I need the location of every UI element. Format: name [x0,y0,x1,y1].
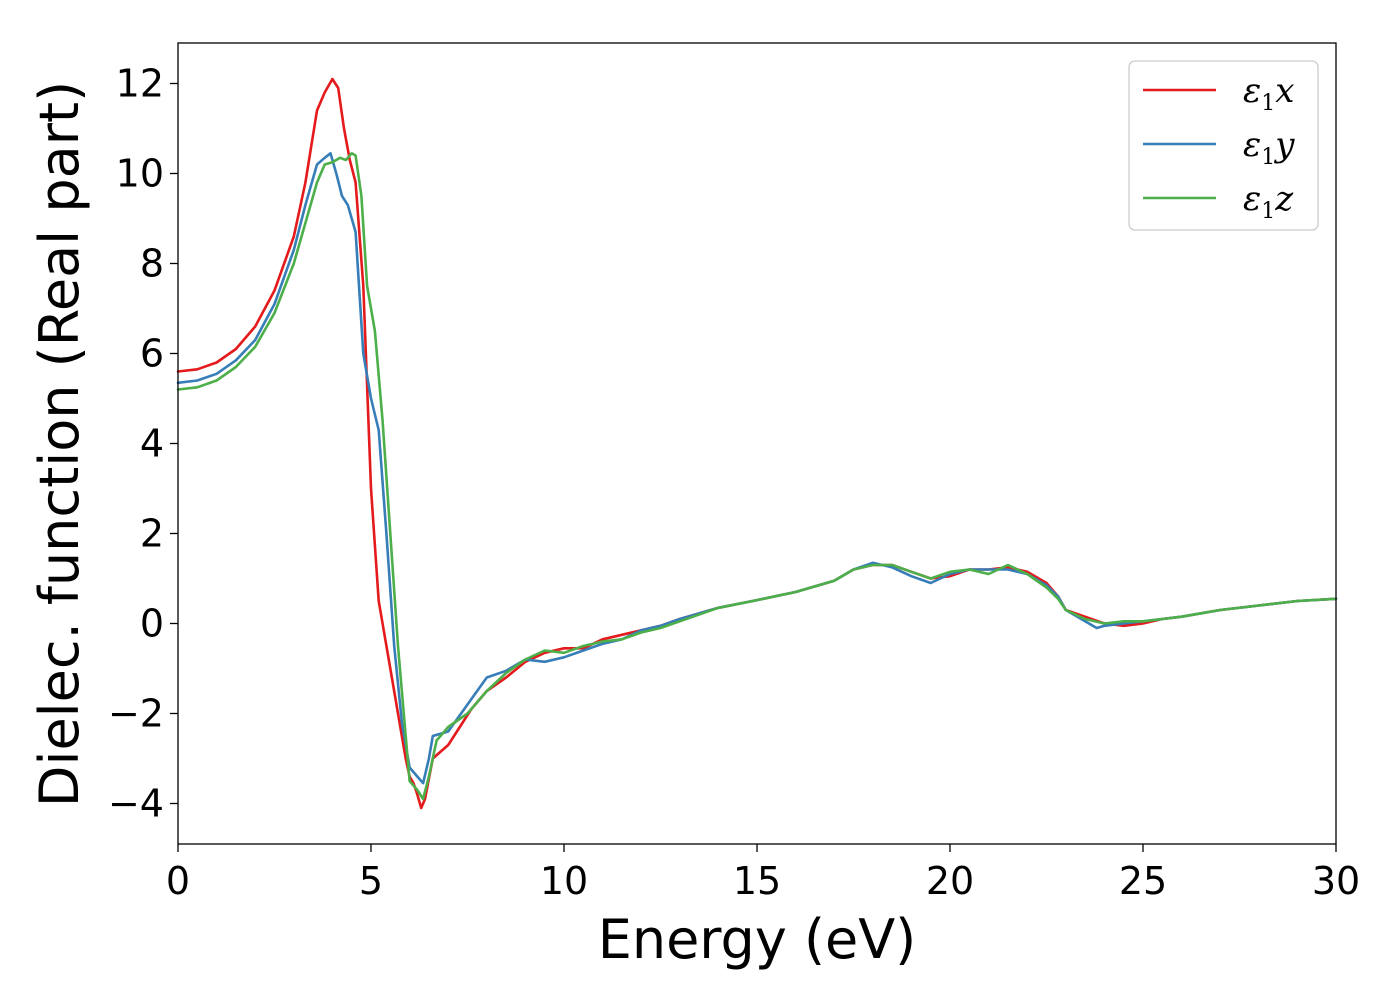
y-tick-label: −4 [108,782,164,826]
y-tick-label: 2 [140,512,164,556]
y-axis-title: Dielec. function (Real part) [28,81,91,807]
x-axis-ticks: 0 5 10 15 20 25 30 [166,844,1360,903]
legend-label-2: ε1y [1243,125,1295,170]
legend-label-1: ε1x [1243,71,1294,116]
x-tick-label: 20 [926,859,974,903]
x-axis-title: Energy (eV) [598,908,917,971]
x-tick-label: 5 [359,859,383,903]
series-layer [176,77,1338,810]
y-tick-label: 6 [140,332,164,376]
legend-box [1128,60,1319,231]
x-tick-label: 0 [166,859,190,903]
y-tick-label: 4 [140,422,164,466]
series-line-3 [176,152,1338,801]
y-axis-ticks: −4 −2 0 2 4 6 8 10 12 [108,62,178,826]
y-tick-label: 8 [140,242,164,286]
x-tick-label: 30 [1312,859,1360,903]
x-tick-label: 25 [1119,859,1167,903]
y-tick-label: 10 [116,152,164,196]
x-tick-label: 10 [540,859,588,903]
legend-label-3: ε1z [1243,179,1294,224]
x-tick-label: 15 [733,859,781,903]
y-tick-label: 12 [116,62,164,106]
legend: ε1x ε1y ε1z [1128,60,1319,231]
y-tick-label: −2 [108,692,164,736]
y-tick-label: 0 [140,602,164,646]
